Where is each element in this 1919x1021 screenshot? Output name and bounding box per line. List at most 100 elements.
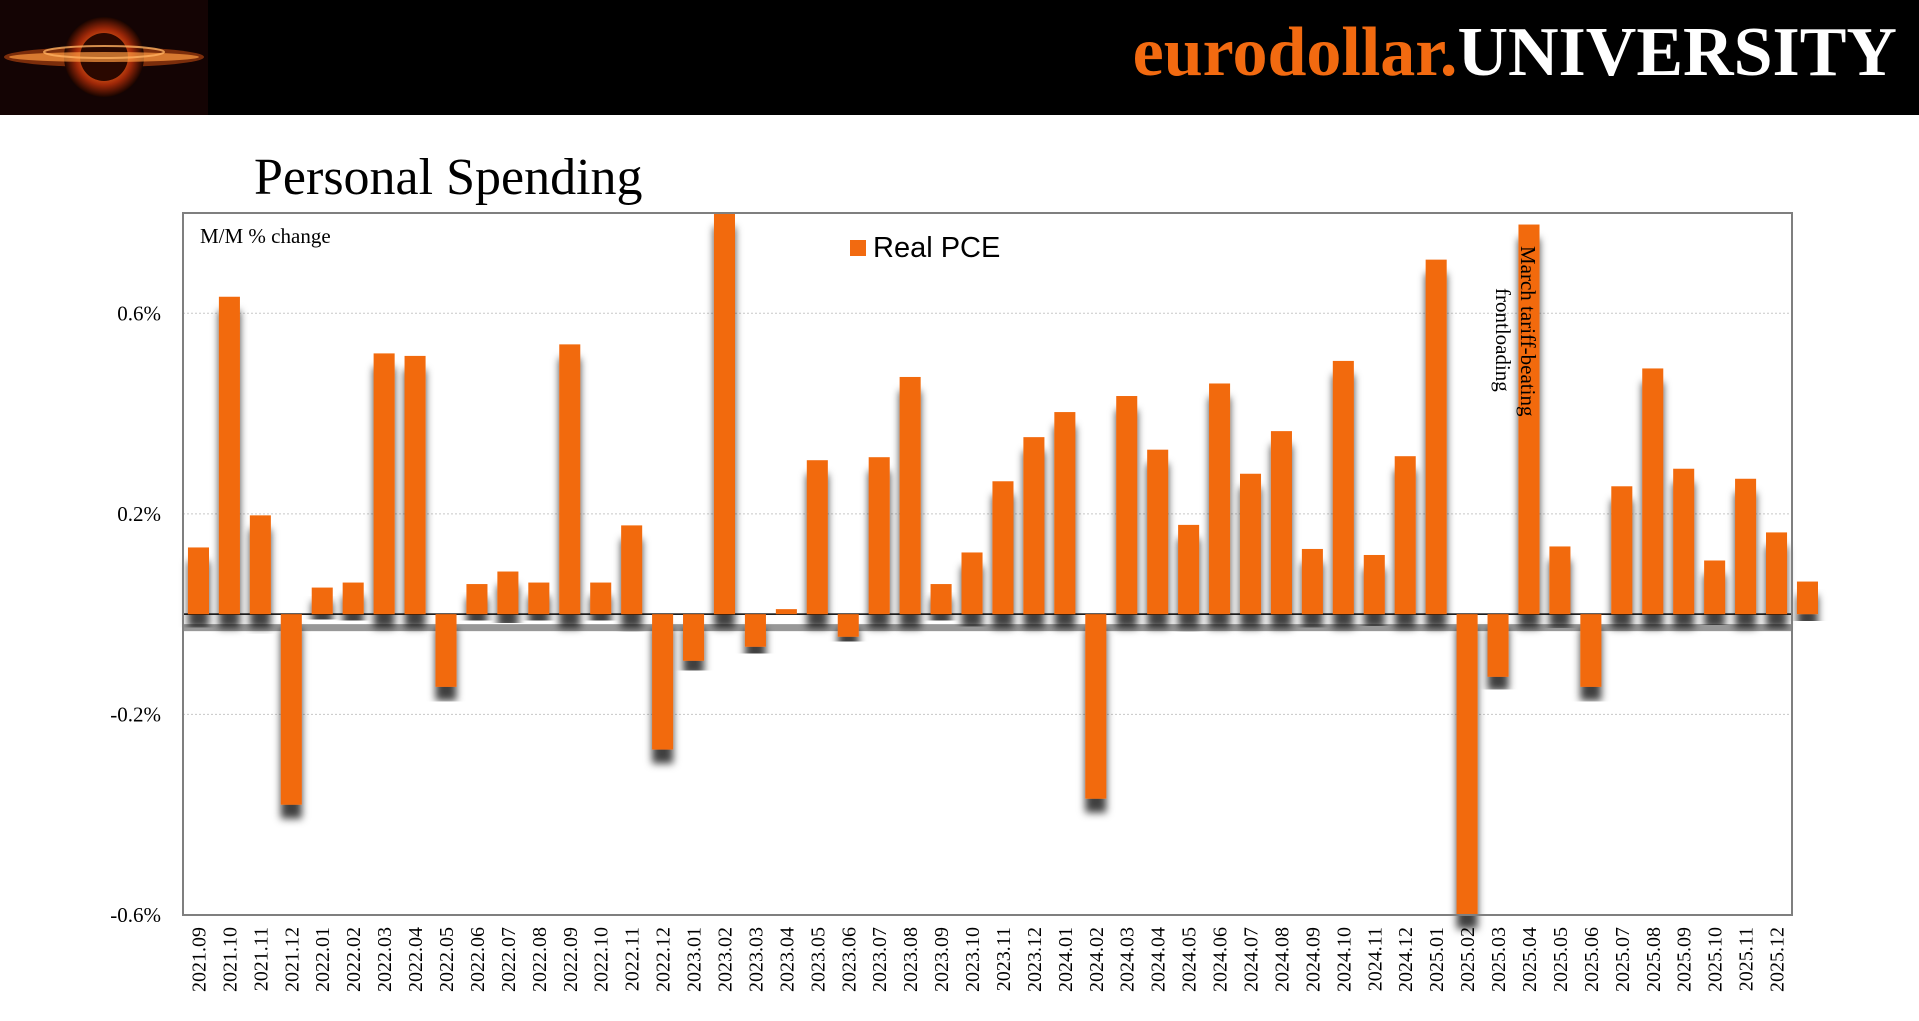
bar	[837, 614, 859, 637]
plot-frame	[182, 212, 1793, 916]
x-tick-label: 2021.09	[188, 927, 210, 992]
legend-swatch	[850, 240, 866, 256]
x-tick-label: 2024.03	[1117, 927, 1139, 992]
x-tick-label: 2024.01	[1055, 927, 1077, 992]
x-tick-label: 2025.08	[1643, 927, 1665, 992]
bar	[1301, 548, 1323, 615]
x-tick-label: 2023.07	[869, 927, 891, 992]
bar	[1796, 581, 1818, 615]
annotation-line-1: March tariff-beating	[1516, 246, 1540, 417]
x-tick-label: 2024.10	[1333, 927, 1355, 992]
bar	[1642, 368, 1664, 615]
legend-label: Real PCE	[873, 232, 1000, 264]
logo-icon	[0, 0, 208, 115]
bar	[1518, 224, 1540, 615]
x-tick-label: 2023.02	[714, 927, 736, 992]
bar	[1363, 554, 1385, 615]
page-title: Personal Spending	[254, 149, 643, 206]
x-tick-label: 2024.06	[1210, 927, 1232, 992]
x-tick-label: 2023.03	[745, 927, 767, 992]
bar	[713, 213, 736, 615]
bar	[1085, 614, 1107, 799]
brand-part-university: UNIVERSITY	[1457, 14, 1897, 91]
bar	[249, 515, 271, 615]
x-tick-label: 2025.12	[1767, 927, 1789, 992]
x-tick-label: 2021.10	[219, 927, 241, 992]
bar	[992, 481, 1014, 615]
bar	[1332, 360, 1354, 615]
bar	[1054, 412, 1076, 615]
bar	[899, 376, 921, 615]
x-tick-label: 2025.07	[1612, 927, 1634, 992]
bar	[806, 460, 828, 615]
bar	[1673, 468, 1695, 615]
bar	[466, 584, 488, 615]
x-tick-label: 2024.11	[1364, 927, 1386, 991]
brand-part-eurodollar: eurodollar.	[1132, 14, 1458, 91]
x-tick-label: 2021.11	[250, 927, 272, 991]
x-tick-label: 2022.05	[436, 927, 458, 992]
x-tick-label: 2024.04	[1148, 927, 1170, 992]
x-tick-label: 2024.12	[1395, 927, 1417, 992]
bar	[1147, 449, 1169, 615]
x-tick-label: 2023.01	[684, 927, 706, 992]
x-tick-label: 2023.12	[1024, 927, 1046, 992]
legend: Real PCE	[850, 232, 1000, 264]
x-axis-ticks: 2021.09 2021.10 2021.11 2021.12 2022.01 2022.…	[188, 927, 1788, 992]
bar	[404, 355, 426, 615]
bar	[342, 582, 364, 615]
bar	[435, 614, 457, 687]
x-tick-label: 2023.06	[838, 927, 860, 992]
bar	[744, 614, 766, 647]
x-tick-label: 2025.04	[1519, 927, 1541, 992]
bar	[1487, 614, 1509, 677]
x-tick-label: 2022.01	[312, 927, 334, 992]
y-tick-label: 0.2%	[117, 502, 161, 526]
x-tick-label: 2025.01	[1426, 927, 1448, 992]
bar	[1239, 473, 1262, 615]
bar	[528, 582, 550, 615]
bar	[1766, 532, 1788, 615]
y-tick-label: 0.6%	[117, 301, 161, 325]
bar	[1611, 486, 1633, 615]
bar	[961, 552, 983, 615]
brand-wordmark: eurodollar.UNIVERSITY	[1133, 8, 1897, 98]
bar	[1023, 437, 1045, 615]
x-tick-label: 2024.08	[1271, 927, 1293, 992]
x-tick-label: 2022.12	[653, 927, 675, 992]
bar	[1270, 431, 1292, 615]
x-tick-label: 2022.03	[374, 927, 396, 992]
x-tick-label: 2022.11	[622, 927, 644, 991]
x-tick-label: 2022.08	[529, 927, 551, 992]
x-tick-label: 2022.10	[591, 927, 613, 992]
x-tick-label: 2024.07	[1241, 927, 1263, 992]
bar	[280, 614, 302, 805]
x-tick-label: 2022.07	[498, 927, 520, 992]
y-tick-label: -0.2%	[110, 702, 161, 726]
annotation-line-2: frontloading	[1491, 288, 1515, 392]
zero-line	[183, 613, 1792, 632]
bar	[775, 609, 797, 615]
x-tick-label: 2024.09	[1302, 927, 1324, 992]
bar	[559, 344, 581, 615]
bar	[1178, 524, 1200, 615]
bar	[868, 457, 890, 615]
bar	[590, 582, 612, 615]
bar	[1116, 396, 1138, 615]
bar	[311, 587, 333, 615]
bar	[1425, 259, 1447, 615]
bar	[652, 614, 674, 750]
x-tick-label: 2023.10	[962, 927, 984, 992]
bar	[373, 353, 395, 615]
zero-line-shadow	[183, 624, 1792, 632]
bar	[1394, 456, 1416, 615]
bar	[1580, 614, 1602, 687]
x-tick-label: 2025.06	[1581, 927, 1603, 992]
x-tick-label: 2022.09	[560, 927, 582, 992]
bar	[621, 525, 643, 615]
bar	[1209, 383, 1231, 615]
x-tick-label: 2022.04	[405, 927, 427, 992]
bar	[1735, 478, 1757, 615]
y-tick-label: -0.6%	[110, 903, 161, 927]
